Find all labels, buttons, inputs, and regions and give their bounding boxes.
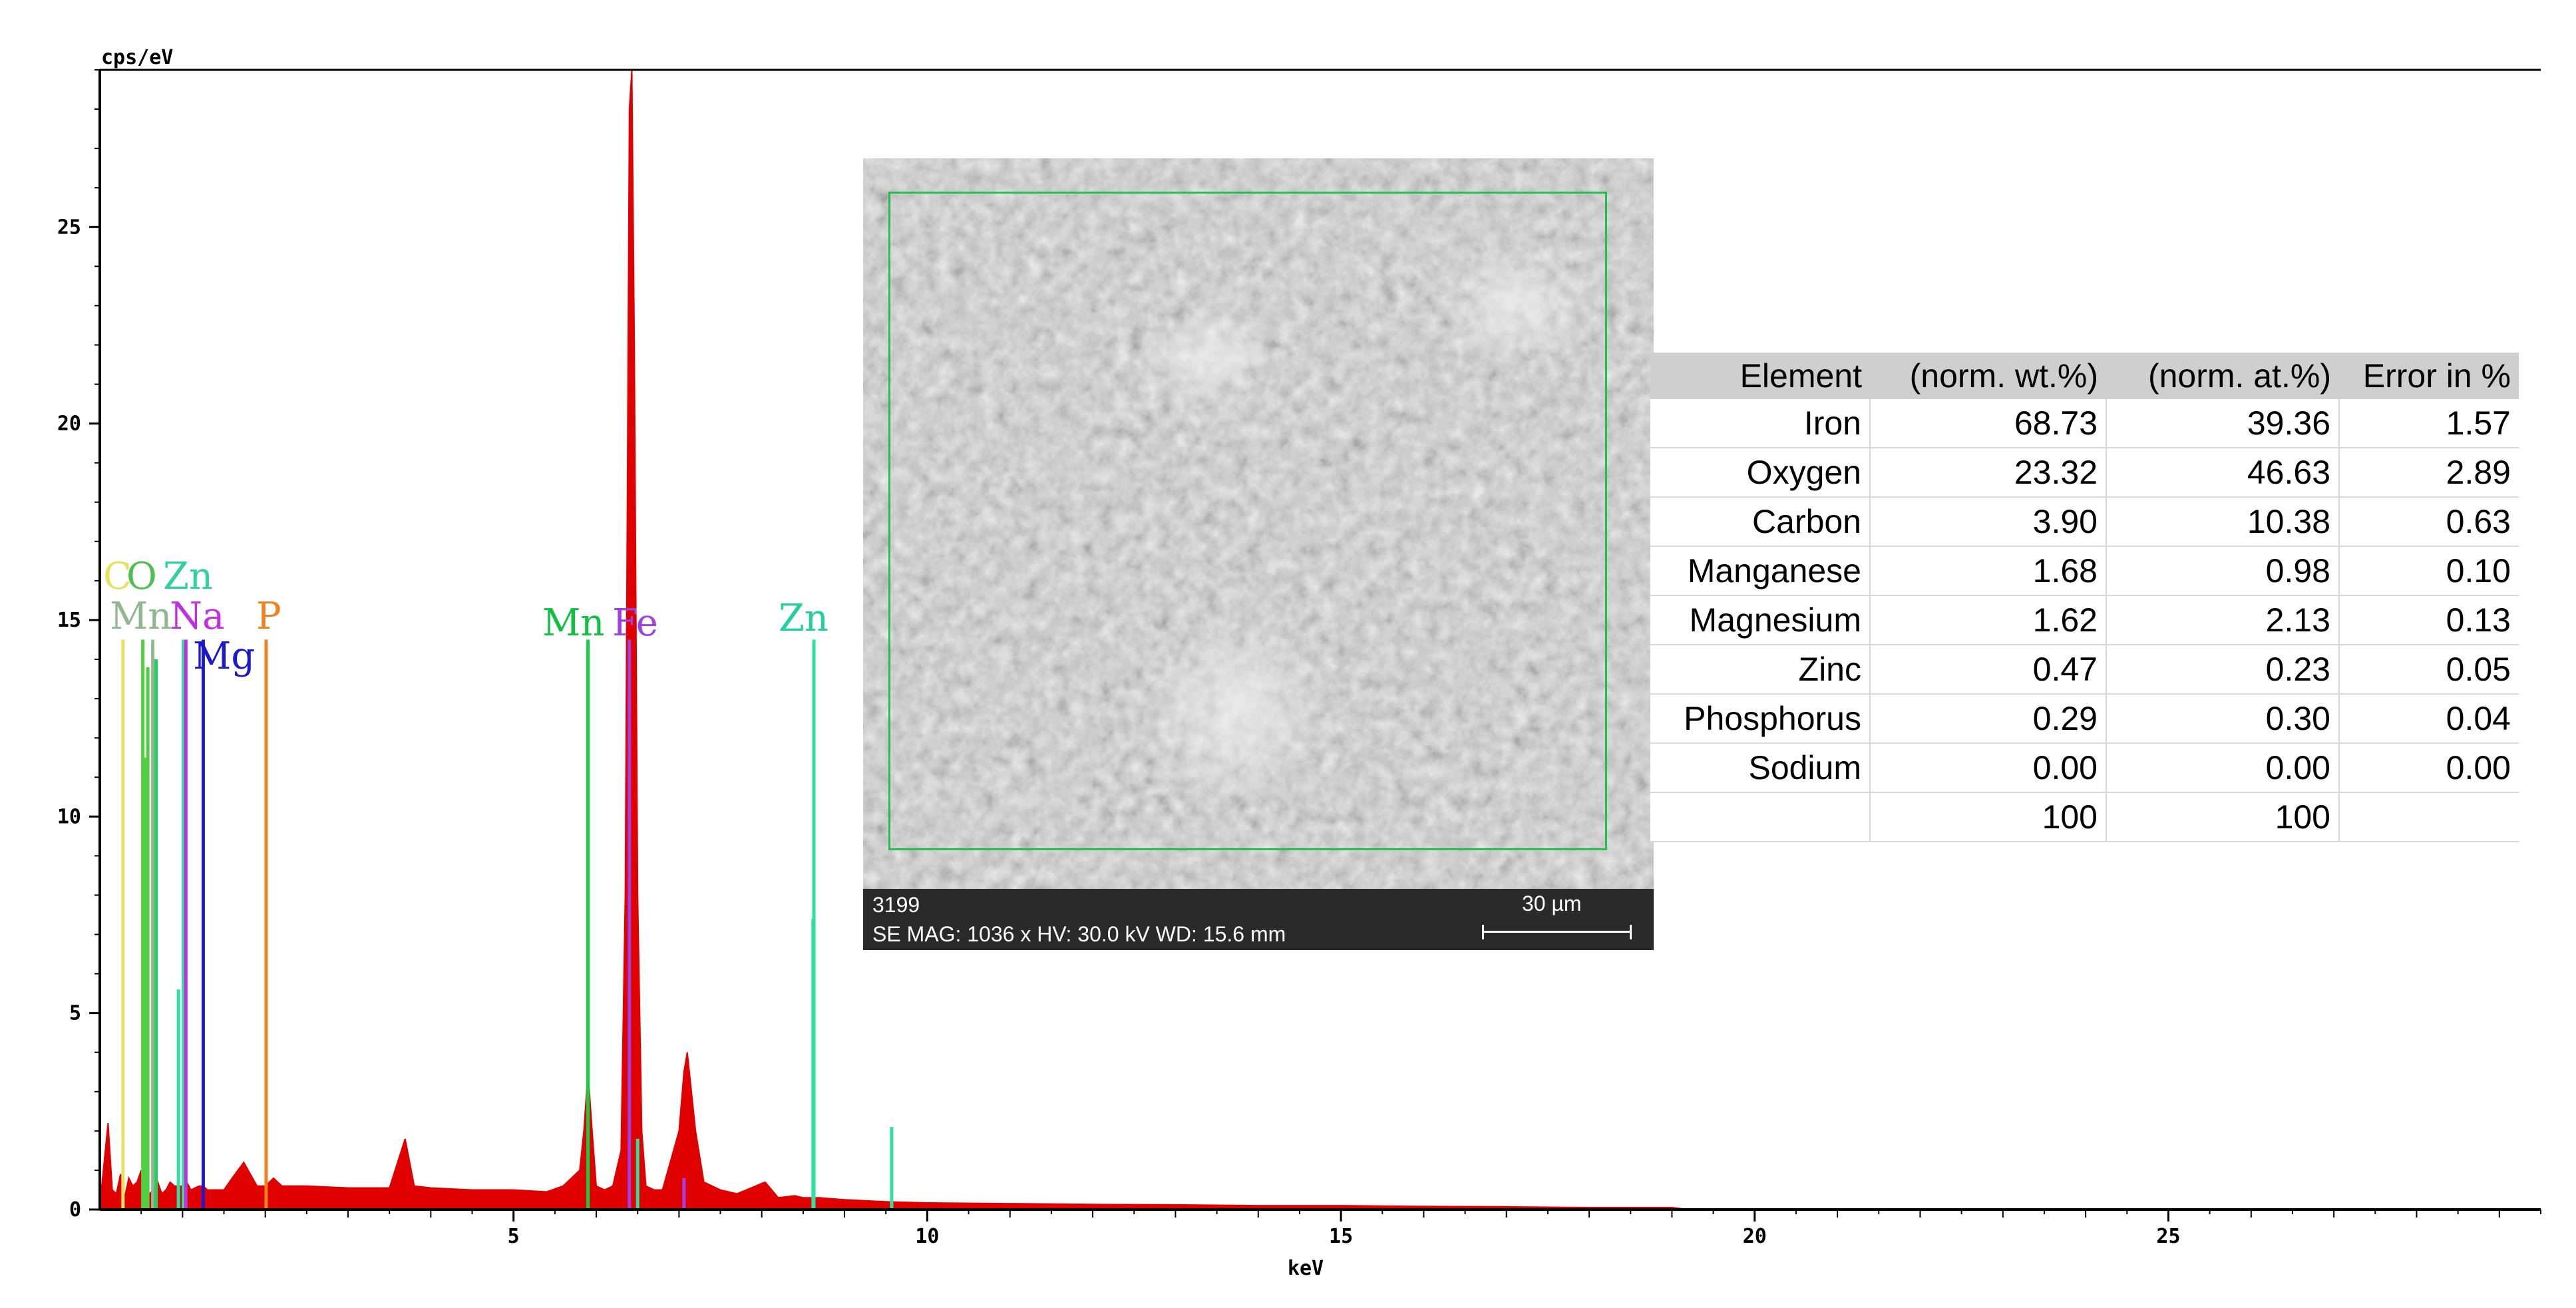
table-row: Sodium 0.00 0.00 0.00 [1650, 743, 2519, 793]
element-label-zn: Zn [779, 597, 828, 640]
element-label-zn: Zn [163, 555, 213, 598]
element-label-na: Na [170, 595, 224, 638]
table-row: Phosphorus 0.29 0.30 0.04 [1650, 694, 2519, 744]
cell-wt: 68.73 [1869, 399, 2106, 448]
cell-wt: 0.29 [1869, 694, 2106, 744]
sem-acquisition-info: SE MAG: 1036 x HV: 30.0 kV WD: 15.6 mm [872, 922, 1286, 946]
table-row: Oxygen 23.32 46.63 2.89 [1650, 448, 2519, 498]
y-tick-label: 5 [69, 1002, 81, 1025]
table-header-row: Element (norm. wt.%) (norm. at.%) Error … [1650, 353, 2519, 399]
table-row: Magnesium 1.62 2.13 0.13 [1650, 595, 2519, 645]
element-marker-lines [121, 639, 894, 1210]
y-tick-label: 25 [57, 216, 81, 239]
cell-error: 0.00 [2338, 743, 2519, 793]
y-tick-label: 20 [57, 412, 81, 436]
cell-at: 46.63 [2106, 448, 2339, 498]
sem-image-id: 3199 [872, 893, 920, 917]
cell-element [1650, 792, 1870, 842]
table-total-row: 100 100 [1650, 792, 2519, 842]
cell-element: Zinc [1650, 645, 1870, 695]
cell-element: Oxygen [1650, 448, 1870, 498]
sem-micrograph: 3199 SE MAG: 1036 x HV: 30.0 kV WD: 15.6… [863, 158, 1654, 950]
cell-error: 0.63 [2338, 497, 2519, 547]
element-label-fe: Fe [612, 601, 658, 645]
y-axis-title: cps/eV [101, 46, 173, 69]
sem-info-bar: 3199 SE MAG: 1036 x HV: 30.0 kV WD: 15.6… [863, 889, 1654, 950]
cell-element: Magnesium [1650, 595, 1870, 645]
header-error: Error in % [2339, 353, 2519, 399]
ticks: 5 10 15 20 25 0 5 10 15 20 25 [57, 69, 2541, 1248]
cell-at: 0.00 [2106, 743, 2339, 793]
cell-at: 2.13 [2106, 595, 2339, 645]
header-element: Element [1650, 353, 1870, 399]
cell-wt: 0.47 [1869, 645, 2106, 695]
x-axis-title: keV [1288, 1257, 1324, 1280]
cell-at: 0.98 [2106, 546, 2339, 596]
cell-error: 0.13 [2338, 595, 2519, 645]
element-label-mn: Mn [542, 601, 604, 645]
cell-at: 0.23 [2106, 645, 2339, 695]
x-tick-label: 25 [2156, 1225, 2180, 1248]
header-norm-at: (norm. at.%) [2106, 353, 2339, 399]
quantification-table: Element (norm. wt.%) (norm. at.%) Error … [1650, 353, 2519, 842]
table-row: Iron 68.73 39.36 1.57 [1650, 399, 2519, 448]
y-tick-label: 15 [57, 609, 81, 632]
y-tick-label: 0 [69, 1198, 81, 1222]
cell-element: Carbon [1650, 497, 1870, 547]
cell-element: Sodium [1650, 743, 1870, 793]
x-tick-label: 15 [1329, 1225, 1353, 1248]
cell-at: 10.38 [2106, 497, 2339, 547]
x-tick-label: 10 [915, 1225, 939, 1248]
cell-wt: 3.90 [1869, 497, 2106, 547]
table-row: Carbon 3.90 10.38 0.63 [1650, 497, 2519, 547]
cell-wt: 1.68 [1869, 546, 2106, 596]
cell-at-total: 100 [2106, 792, 2339, 842]
scale-bar [1482, 925, 1632, 939]
cell-wt-total: 100 [1869, 792, 2106, 842]
cell-error: 0.10 [2338, 546, 2519, 596]
cell-element: Iron [1650, 399, 1870, 448]
cell-element: Phosphorus [1650, 694, 1870, 744]
cell-error: 0.05 [2338, 645, 2519, 695]
table-row: Manganese 1.68 0.98 0.10 [1650, 546, 2519, 596]
analysis-region-frame [888, 192, 1607, 850]
element-label-o: O [126, 555, 157, 598]
table-row: Zinc 0.47 0.23 0.05 [1650, 645, 2519, 695]
header-norm-wt: (norm. wt.%) [1870, 353, 2106, 399]
cell-element: Manganese [1650, 546, 1870, 596]
cell-wt: 23.32 [1869, 448, 2106, 498]
cell-error: 1.57 [2338, 399, 2519, 448]
cell-at: 0.30 [2106, 694, 2339, 744]
cell-error: 2.89 [2338, 448, 2519, 498]
scale-bar-label: 30 µm [1522, 892, 1582, 915]
element-label-c: C [103, 555, 132, 598]
cell-error: 0.04 [2338, 694, 2519, 744]
y-tick-label: 10 [57, 805, 81, 828]
cell-error [2338, 792, 2519, 842]
cell-wt: 0.00 [1869, 743, 2106, 793]
element-label-mg: Mg [193, 635, 255, 678]
element-label-p: P [256, 595, 281, 638]
sem-texture-image [863, 158, 1654, 889]
axes [98, 69, 2541, 1211]
element-label-mn: Mn [110, 595, 172, 638]
cell-at: 39.36 [2106, 399, 2339, 448]
cell-wt: 1.62 [1869, 595, 2106, 645]
x-tick-label: 5 [508, 1225, 520, 1248]
x-tick-label: 20 [1743, 1225, 1767, 1248]
